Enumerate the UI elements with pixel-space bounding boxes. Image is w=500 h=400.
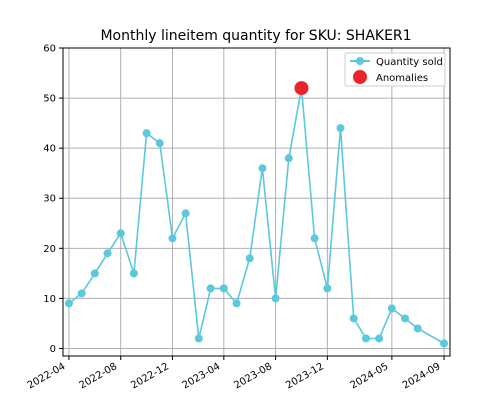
legend-marker-quantity bbox=[356, 57, 364, 65]
y-tick-label: 60 bbox=[43, 44, 56, 55]
x-tick-label: 2023-08 bbox=[232, 361, 274, 391]
chart-title: Monthly lineitem quantity for SKU: SHAKE… bbox=[100, 28, 411, 44]
quantity-sold-point bbox=[116, 229, 125, 238]
quantity-sold-point bbox=[361, 334, 370, 343]
quantity-sold-point bbox=[232, 299, 241, 308]
quantity-sold-point bbox=[181, 209, 190, 218]
quantity-sold-point bbox=[258, 164, 267, 173]
quantity-sold-point bbox=[168, 234, 177, 243]
anomaly-point bbox=[294, 81, 309, 96]
legend-label-anomalies: Anomalies bbox=[376, 73, 428, 84]
quantity-sold-point bbox=[206, 284, 215, 293]
quantity-sold-point bbox=[142, 129, 151, 138]
quantity-sold-point bbox=[310, 234, 319, 243]
quantity-sold-point bbox=[129, 269, 138, 278]
quantity-sold-point bbox=[349, 314, 358, 323]
quantity-sold-point bbox=[440, 339, 449, 348]
legend-label-quantity: Quantity sold bbox=[376, 57, 443, 68]
x-tick-label: 2022-12 bbox=[129, 361, 171, 391]
x-tick-label: 2022-04 bbox=[26, 361, 68, 391]
quantity-sold-point bbox=[271, 294, 280, 303]
quantity-sold-point bbox=[155, 139, 164, 148]
quantity-sold-point bbox=[64, 299, 73, 308]
y-tick-label: 10 bbox=[43, 294, 56, 305]
x-tick-label: 2024-05 bbox=[349, 361, 391, 391]
x-tick-label: 2024-09 bbox=[401, 361, 443, 391]
legend: Quantity sold Anomalies bbox=[344, 52, 446, 87]
quantity-sold-point bbox=[387, 304, 396, 313]
plot-frame bbox=[62, 47, 451, 357]
quantity-sold-point bbox=[90, 269, 99, 278]
quantity-sold-point bbox=[245, 254, 254, 263]
quantity-sold-point bbox=[336, 124, 345, 133]
y-tick-label: 30 bbox=[43, 194, 56, 205]
quantity-sold-point bbox=[219, 284, 228, 293]
series-layer bbox=[64, 81, 449, 348]
x-tick-label: 2022-08 bbox=[78, 361, 120, 391]
quantity-sold-point bbox=[103, 249, 112, 258]
legend-marker-anomalies bbox=[353, 70, 367, 84]
quantity-sold-point bbox=[323, 284, 332, 293]
x-tick-label: 2023-04 bbox=[181, 361, 223, 391]
y-tick-label: 40 bbox=[43, 144, 56, 155]
x-tick-label: 2023-12 bbox=[284, 361, 326, 391]
y-tick-label: 50 bbox=[43, 94, 56, 105]
quantity-sold-point bbox=[375, 334, 384, 343]
quantity-sold-line bbox=[68, 87, 445, 345]
y-tick-label: 0 bbox=[50, 344, 56, 355]
quantity-sold-point bbox=[284, 154, 293, 163]
quantity-sold-point bbox=[194, 334, 203, 343]
quantity-sold-point bbox=[77, 289, 86, 298]
quantity-sold-point bbox=[401, 314, 410, 323]
y-tick-label: 20 bbox=[43, 244, 56, 255]
quantity-sold-point bbox=[413, 324, 422, 333]
